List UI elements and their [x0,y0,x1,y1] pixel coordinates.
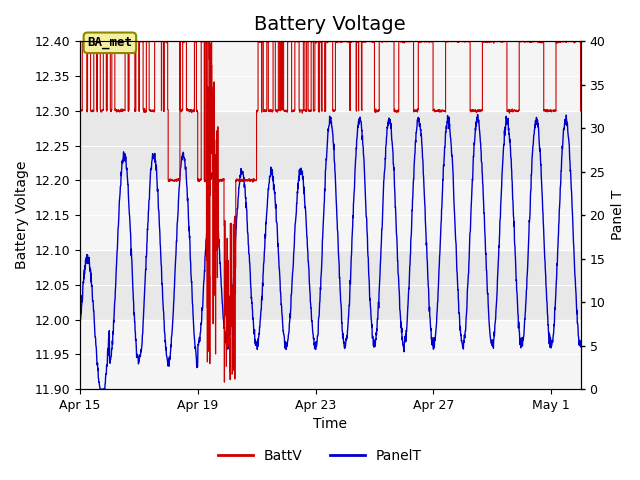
Y-axis label: Battery Voltage: Battery Voltage [15,161,29,269]
Bar [80,180,580,250]
Bar [80,320,580,389]
Legend: BattV, PanelT: BattV, PanelT [212,443,428,468]
Bar [80,41,580,111]
Text: BA_met: BA_met [88,36,132,49]
Y-axis label: Panel T: Panel T [611,190,625,240]
Title: Battery Voltage: Battery Voltage [255,15,406,34]
X-axis label: Time: Time [314,418,348,432]
